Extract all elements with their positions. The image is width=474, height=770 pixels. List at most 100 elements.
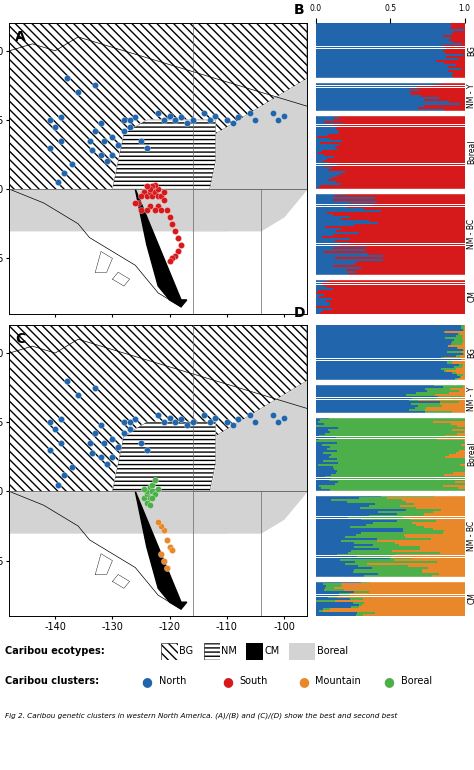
Bar — [316, 132, 338, 134]
Bar — [416, 85, 465, 88]
Bar — [316, 37, 451, 38]
Polygon shape — [135, 491, 187, 609]
Bar — [316, 372, 452, 374]
Bar — [316, 142, 320, 144]
Bar — [354, 224, 465, 226]
Bar — [316, 29, 464, 31]
Bar — [445, 337, 462, 339]
Bar — [454, 472, 465, 474]
Polygon shape — [181, 176, 227, 231]
Bar — [316, 146, 335, 148]
Bar — [318, 421, 433, 423]
Bar — [432, 575, 465, 577]
Bar — [316, 439, 319, 440]
Bar — [348, 551, 440, 554]
Bar — [316, 480, 329, 481]
Bar — [333, 247, 465, 249]
Bar — [316, 360, 447, 363]
Bar — [337, 597, 465, 598]
Bar — [410, 92, 465, 93]
Bar — [316, 556, 357, 557]
Bar — [316, 374, 457, 376]
Bar — [394, 560, 465, 561]
Bar — [316, 591, 354, 593]
Bar — [362, 604, 465, 606]
Bar — [438, 396, 463, 397]
Bar — [337, 554, 396, 555]
Bar — [461, 376, 465, 378]
Bar — [412, 522, 465, 524]
Bar — [323, 583, 341, 584]
Bar — [316, 312, 320, 313]
Bar — [377, 201, 465, 203]
Bar — [343, 122, 465, 125]
Text: NM - Y: NM - Y — [467, 387, 474, 410]
Bar — [450, 27, 465, 29]
Bar — [319, 296, 465, 298]
Bar — [378, 222, 465, 224]
Bar — [316, 168, 332, 169]
Bar — [316, 144, 339, 146]
Bar — [316, 359, 461, 360]
Polygon shape — [181, 477, 227, 533]
Bar — [316, 564, 345, 565]
Bar — [444, 474, 465, 476]
Bar — [316, 209, 364, 210]
Bar — [316, 393, 406, 396]
Bar — [358, 565, 409, 567]
Bar — [316, 384, 435, 386]
Bar — [462, 343, 465, 345]
Bar — [316, 222, 378, 224]
Bar — [443, 35, 465, 37]
Bar — [444, 109, 465, 111]
Bar — [333, 115, 465, 117]
Bar — [328, 162, 465, 163]
Bar — [329, 447, 470, 448]
Bar — [457, 425, 465, 427]
Bar — [316, 273, 348, 275]
Bar — [440, 551, 465, 554]
Bar — [316, 201, 377, 203]
Bar — [316, 331, 444, 333]
Bar — [316, 154, 324, 156]
Bar — [325, 280, 465, 283]
Bar — [452, 411, 465, 413]
Bar — [316, 337, 445, 339]
Bar — [316, 247, 333, 249]
Bar — [316, 481, 337, 484]
Bar — [463, 55, 465, 56]
Bar — [316, 433, 325, 434]
Bar — [443, 485, 465, 487]
Bar — [400, 544, 465, 546]
Bar — [316, 396, 438, 397]
Bar — [316, 185, 320, 187]
Bar — [316, 300, 326, 302]
Bar — [316, 251, 324, 253]
Bar — [456, 372, 465, 374]
Bar — [416, 524, 465, 526]
Bar — [410, 410, 425, 411]
Bar — [377, 540, 465, 542]
Bar — [316, 199, 334, 200]
Bar — [317, 187, 465, 189]
Bar — [316, 298, 332, 300]
Bar — [351, 606, 359, 608]
Bar — [330, 279, 465, 280]
Bar — [444, 370, 447, 372]
Bar — [316, 293, 465, 294]
Bar — [435, 393, 465, 396]
Bar — [319, 610, 323, 612]
Bar — [447, 351, 461, 353]
Bar — [316, 448, 327, 450]
Bar — [375, 503, 414, 505]
Bar — [409, 565, 465, 567]
Polygon shape — [192, 23, 307, 189]
Bar — [316, 330, 464, 331]
Bar — [316, 126, 337, 129]
Bar — [427, 390, 459, 392]
Bar — [316, 524, 365, 526]
Bar — [316, 557, 390, 559]
Bar — [328, 134, 465, 136]
Bar — [426, 411, 452, 413]
Text: NM - BC: NM - BC — [467, 219, 474, 249]
